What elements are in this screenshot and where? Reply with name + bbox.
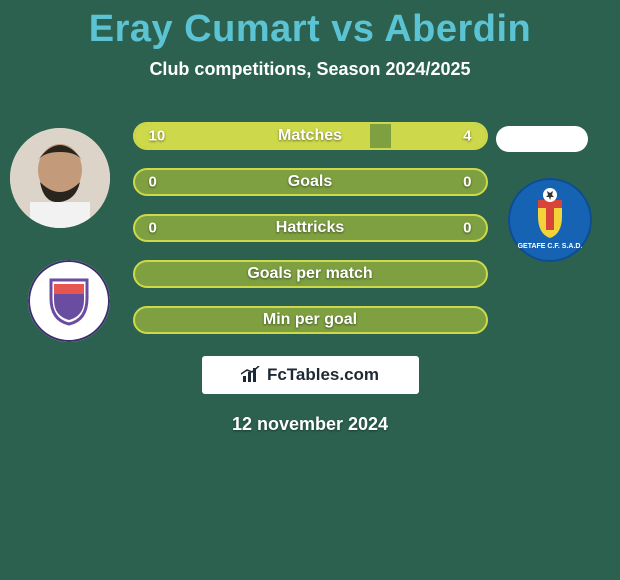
stat-bars: 10 4 Matches 0 0 Goals 0 0 Hattricks Goals per ma… [133,122,488,334]
page-title: Eray Cumart vs Aberdin [0,8,620,51]
stat-bar: Goals per match [133,260,488,288]
team-right-badge: GETAFE C.F. S.A.D. [508,178,592,262]
stat-label: Min per goal [263,311,357,329]
stat-label: Goals per match [247,265,372,283]
stat-bar: 10 4 Matches [133,122,488,150]
stat-bar: 0 0 Goals [133,168,488,196]
stat-bar: Min per goal [133,306,488,334]
title-vs: vs [331,8,374,50]
stat-value-right: 4 [463,128,471,145]
stat-value-right: 0 [463,174,471,191]
player-right-avatar-placeholder [496,126,588,152]
stat-value-left: 0 [149,174,157,191]
snapshot-date: 12 november 2024 [0,414,620,435]
stat-value-left: 0 [149,220,157,237]
player-right-name: Aberdin [384,8,531,50]
brand-text: FcTables.com [267,365,379,385]
team-left-badge [28,260,110,342]
stat-label: Hattricks [276,219,344,237]
svg-text:GETAFE C.F. S.A.D.: GETAFE C.F. S.A.D. [518,243,583,250]
stat-label: Matches [278,127,342,145]
player-left-avatar [10,128,110,228]
player-left-name: Eray Cumart [89,8,320,50]
brand-chart-icon [241,366,261,384]
subtitle: Club competitions, Season 2024/2025 [0,59,620,80]
stat-label: Goals [288,173,332,191]
stat-value-right: 0 [463,220,471,237]
brand-box: FcTables.com [202,356,419,394]
stat-value-left: 10 [149,128,166,145]
stat-bar: 0 0 Hattricks [133,214,488,242]
